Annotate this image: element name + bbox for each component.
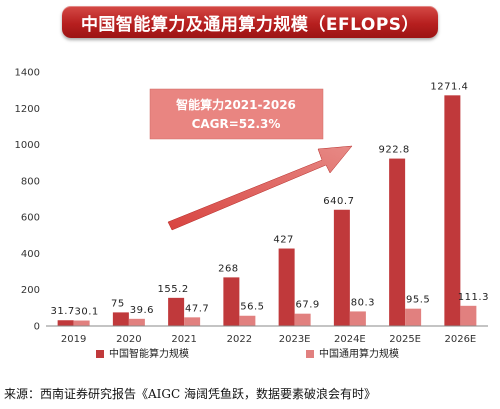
bars: 31.7 75 155.2 268 427 640.7 922.8 1271.4 30.1 39.… [50, 81, 488, 326]
chart-title: 中国智能算力及通用算力规模（EFLOPS） [80, 14, 420, 35]
x-axis: 2019 2020 2021 2022 2023E 2024E 2025E 2026E [46, 325, 488, 345]
bar-intelligent [168, 297, 185, 326]
legend-label: 中国通用算力规模 [319, 347, 399, 360]
x-tick-label: 2021 [171, 334, 196, 345]
bar-intelligent [333, 209, 350, 326]
bar-general [349, 311, 366, 326]
bar-general [239, 315, 256, 326]
bar-intelligent [112, 312, 129, 326]
x-tick-label: 2026E [444, 334, 476, 345]
bar-general [405, 308, 422, 326]
y-tick-label: 800 [21, 176, 40, 187]
bar-intelligent [389, 158, 406, 326]
data-label: 56.5 [240, 302, 264, 313]
bar-general [73, 320, 90, 326]
bar-intelligent [278, 248, 295, 326]
growth-arrow [167, 145, 353, 231]
data-label: 75 [111, 298, 125, 309]
legend-swatch [96, 350, 104, 358]
bar-general [294, 313, 311, 326]
bar-general [460, 305, 477, 326]
bar-intelligent [223, 277, 240, 326]
y-tick-label: 1400 [15, 68, 40, 79]
data-label: 155.2 [158, 284, 189, 295]
data-label: 67.9 [295, 300, 319, 311]
cagr-line-2: CAGR=52.3% [192, 117, 281, 131]
y-tick-label: 200 [21, 285, 40, 296]
y-axis: 0 200 400 600 800 1000 1200 1400 [15, 68, 40, 333]
chart-title-banner: 中国智能算力及通用算力规模（EFLOPS） [62, 6, 438, 38]
source-note: 来源：西南证券研究报告《AIGC 海阔凭鱼跃，数据要素破浪会有时》 [4, 387, 376, 401]
data-label: 30.1 [74, 307, 98, 318]
cagr-callout-box [149, 88, 324, 140]
data-label: 111.3 [458, 292, 489, 303]
bar-general [128, 318, 145, 326]
data-label: 1271.4 [430, 81, 468, 92]
data-label: 922.8 [379, 145, 410, 156]
legend-label: 中国智能算力规模 [109, 347, 189, 360]
x-tick-label: 2019 [61, 334, 86, 345]
cagr-annotation: 智能算力2021-2026 CAGR=52.3% [149, 88, 353, 231]
x-tick-label: 2025E [389, 334, 421, 345]
legend-swatch [306, 350, 314, 358]
data-label: 39.6 [130, 305, 154, 316]
data-label: 95.5 [406, 295, 430, 306]
data-label: 80.3 [351, 297, 375, 308]
data-label: 31.7 [50, 306, 74, 317]
y-tick-label: 600 [21, 213, 40, 224]
x-tick-label: 2024E [334, 334, 366, 345]
bar-intelligent [57, 320, 74, 326]
legend: 中国智能算力规模 中国通用算力规模 [96, 347, 399, 360]
data-label: 268 [218, 263, 239, 274]
cagr-line-1: 智能算力2021-2026 [175, 97, 296, 112]
x-tick-label: 2020 [116, 334, 141, 345]
bar-intelligent [444, 95, 461, 326]
bar-general [184, 317, 201, 326]
x-tick-label: 2023E [279, 334, 311, 345]
data-label: 427 [273, 235, 294, 246]
data-label: 47.7 [185, 303, 209, 314]
y-tick-label: 400 [21, 249, 40, 260]
y-tick-label: 1200 [15, 104, 40, 115]
x-tick-label: 2022 [227, 334, 252, 345]
bar-chart: 0 200 400 600 800 1000 1200 1400 31.7 75 155.2 268… [15, 68, 489, 361]
y-tick-label: 0 [34, 322, 40, 333]
data-label: 640.7 [323, 196, 354, 207]
y-tick-label: 1000 [15, 140, 40, 151]
